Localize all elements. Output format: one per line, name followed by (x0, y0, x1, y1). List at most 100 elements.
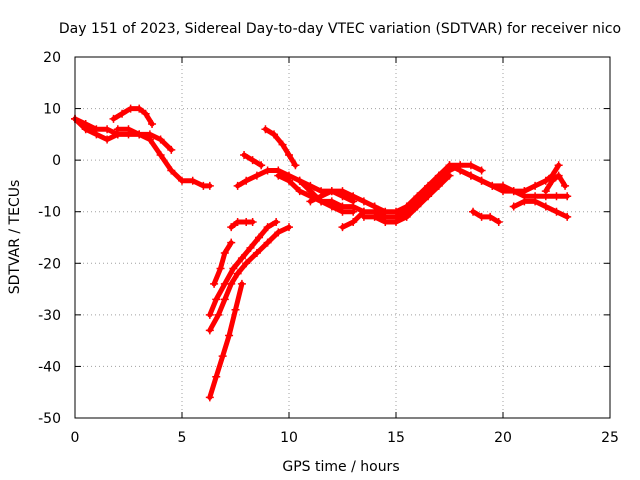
series-arc-14 (295, 176, 358, 216)
data-point-marker (295, 176, 304, 185)
data-point-marker (242, 176, 251, 185)
data-point-marker (381, 207, 390, 216)
y-tick-label: -30 (38, 308, 61, 324)
data-point-marker (561, 181, 570, 190)
x-tick-label: 5 (178, 430, 187, 446)
series-arc-11 (240, 150, 266, 170)
data-point-marker (263, 238, 272, 247)
series-arc-21 (469, 207, 503, 227)
data-point-marker (563, 212, 572, 221)
series-line (211, 240, 234, 287)
data-point-marker (233, 269, 242, 278)
data-point-marker (252, 248, 261, 257)
data-point-marker (531, 197, 540, 206)
data-point-marker (509, 187, 518, 196)
data-point-marker (214, 310, 223, 319)
data-point-marker (285, 150, 293, 159)
data-point-marker (285, 176, 293, 185)
series-line (511, 198, 570, 220)
data-point-marker (167, 166, 176, 175)
series-arc-13 (274, 161, 486, 221)
data-point-marker (240, 150, 249, 159)
data-point-marker (477, 176, 486, 185)
data-point-marker (531, 181, 540, 190)
data-point-marker (349, 192, 358, 201)
data-point-marker (237, 279, 246, 288)
data-point-marker (113, 125, 122, 134)
data-point-marker (554, 161, 563, 170)
data-point-marker (554, 171, 563, 180)
data-point-marker (212, 295, 221, 304)
data-point-marker (370, 202, 379, 211)
data-point-marker (327, 187, 336, 196)
data-point-marker (237, 254, 246, 263)
data-point-marker (477, 166, 486, 175)
data-point-marker (274, 171, 283, 180)
data-point-marker (229, 264, 238, 273)
data-point-marker (306, 197, 315, 206)
series-line (228, 219, 256, 230)
series-arc-9 (227, 218, 257, 232)
series-line (275, 162, 485, 220)
data-point-marker (220, 248, 229, 257)
data-point-marker (413, 202, 422, 211)
data-point-marker (509, 202, 518, 211)
data-point-marker (242, 259, 251, 268)
data-point-marker (381, 218, 390, 227)
data-point-marker (349, 207, 358, 216)
data-point-marker (295, 187, 304, 196)
series-arc-24 (541, 171, 570, 196)
data-point-marker (145, 130, 154, 139)
series-arc-4 (113, 125, 176, 154)
data-point-marker (227, 238, 236, 247)
series-arc-3 (109, 104, 157, 129)
data-point-marker (552, 207, 561, 216)
series-arc-5 (205, 279, 246, 402)
data-point-marker (248, 218, 257, 227)
data-point-marker (261, 125, 270, 134)
series-line (111, 106, 155, 127)
data-point-marker (338, 187, 347, 196)
data-point-marker (520, 187, 529, 196)
data-point-marker (92, 130, 101, 139)
data-point-marker (126, 104, 135, 113)
data-point-marker (248, 156, 257, 165)
data-point-marker (135, 104, 144, 113)
data-point-marker (413, 192, 422, 201)
series-line (543, 173, 568, 194)
data-point-marker (327, 202, 336, 211)
data-point-marker (233, 181, 242, 190)
data-point-marker (212, 372, 221, 381)
data-point-marker (445, 171, 454, 180)
data-point-marker (81, 125, 90, 134)
data-point-marker (141, 109, 150, 118)
axis-ticks: 0 5 10 15 20 25 -50 -40 -30 -20 -10 0 10 20 (38, 50, 619, 446)
data-point-marker (124, 125, 133, 134)
y-tick-label: -20 (38, 256, 61, 272)
data-point-marker (424, 181, 433, 190)
data-point-marker (424, 192, 433, 201)
data-point-marker (220, 295, 229, 304)
series-arc-23 (520, 161, 563, 196)
data-point-marker (548, 176, 557, 185)
data-point-marker (469, 207, 478, 216)
data-point-marker (109, 114, 118, 123)
series-line (207, 224, 292, 333)
y-tick-label: -40 (38, 359, 61, 375)
data-point-marker (499, 187, 507, 196)
data-point-marker (488, 181, 497, 190)
data-point-marker (466, 171, 475, 180)
data-point-marker (156, 150, 165, 159)
series-arc-12 (261, 125, 300, 170)
series-arc-7 (205, 218, 281, 319)
data-point-marker (291, 161, 300, 170)
data-point-marker (434, 171, 443, 180)
data-point-marker (231, 305, 240, 314)
data-point-marker (178, 176, 186, 185)
data-point-marker (246, 243, 255, 252)
data-point-marker (210, 279, 219, 288)
data-point-marker (434, 181, 443, 190)
data-point-marker (263, 223, 272, 232)
y-axis-label: SDTVAR / TECUs (7, 180, 23, 295)
data-point-marker (370, 212, 379, 221)
